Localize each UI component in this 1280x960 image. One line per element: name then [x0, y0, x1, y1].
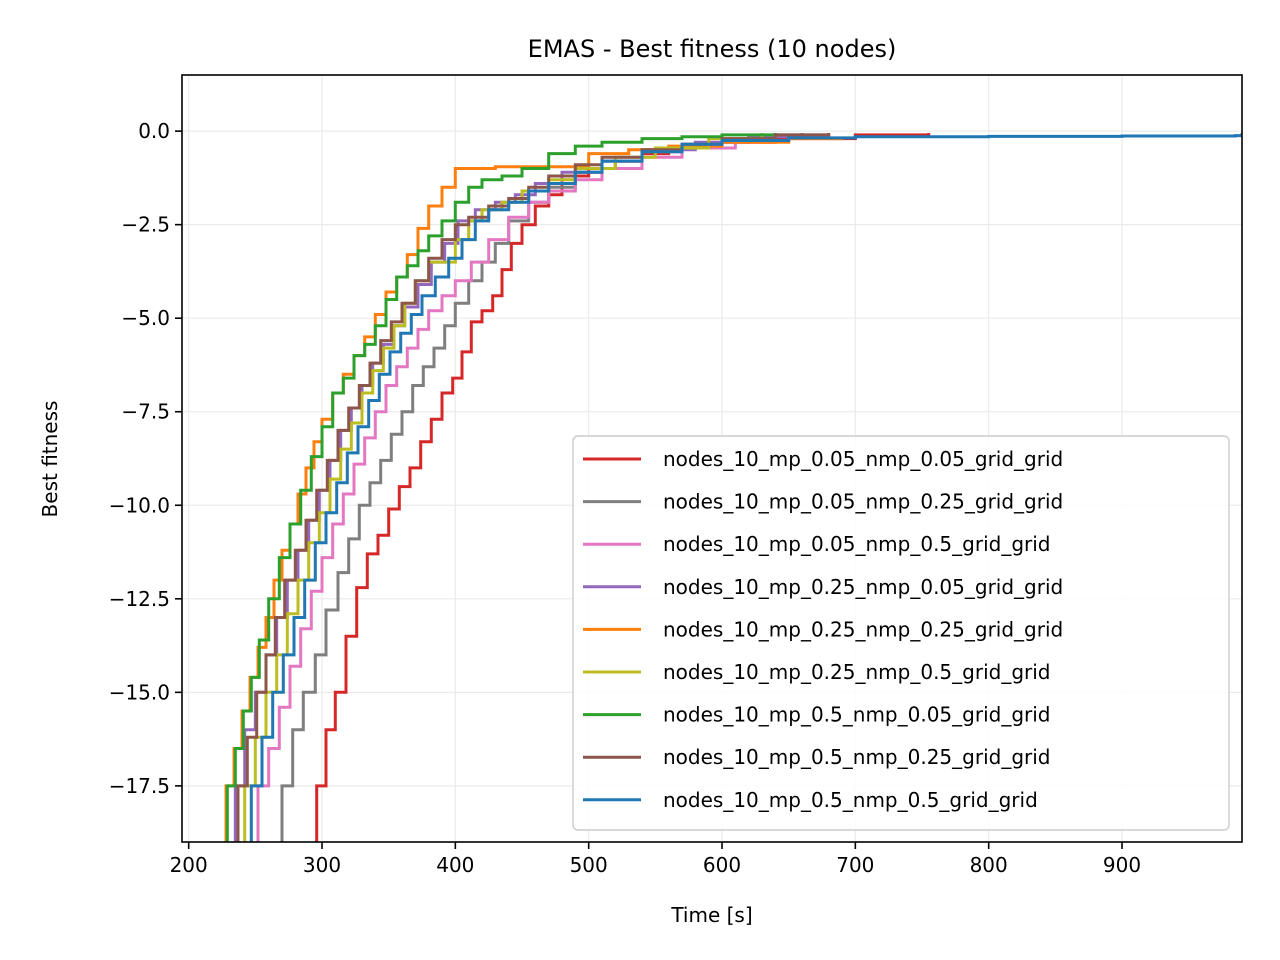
y-tick-label: −12.5	[109, 587, 170, 611]
x-tick-label: 400	[436, 853, 474, 877]
legend-label: nodes_10_mp_0.25_nmp_0.25_grid_grid	[663, 617, 1063, 641]
x-tick-label: 800	[970, 853, 1008, 877]
legend-label: nodes_10_mp_0.5_nmp_0.05_grid_grid	[663, 703, 1051, 727]
legend-item: nodes_10_mp_0.25_nmp_0.5_grid_grid	[583, 660, 1051, 684]
legend-item: nodes_10_mp_0.5_nmp_0.25_grid_grid	[583, 745, 1051, 769]
axes: 200 300 400 500 600 700 800 900 0.0 −2.5 −5.0 −7.5 −…	[109, 74, 1243, 877]
y-tick-label: −7.5	[121, 400, 170, 424]
y-tick-label: −5.0	[121, 306, 170, 330]
legend-item: nodes_10_mp_0.25_nmp_0.25_grid_grid	[583, 617, 1063, 641]
series-line	[249, 133, 1242, 842]
y-tick-label: −15.0	[109, 680, 170, 704]
y-tick-label: −17.5	[109, 774, 170, 798]
legend-item: nodes_10_mp_0.25_nmp_0.05_grid_grid	[583, 575, 1063, 599]
legend-box	[572, 435, 1230, 831]
chart-title: EMAS - Best fitness (10 nodes)	[528, 35, 897, 63]
legend-label: nodes_10_mp_0.05_nmp_0.25_grid_grid	[663, 490, 1063, 514]
x-tick-label: 200	[170, 853, 208, 877]
legend-item: nodes_10_mp_0.5_nmp_0.05_grid_grid	[583, 703, 1051, 727]
x-axis-title: Time [s]	[670, 903, 752, 927]
plot-area	[224, 133, 1242, 842]
legend-item: nodes_10_mp_0.05_nmp_0.5_grid_grid	[583, 532, 1051, 556]
x-tick-label: 700	[836, 853, 874, 877]
legend-label: nodes_10_mp_0.25_nmp_0.05_grid_grid	[663, 575, 1063, 599]
y-tick-label: 0.0	[138, 119, 170, 143]
x-tick-label: 300	[303, 853, 341, 877]
series-line	[243, 133, 764, 842]
x-tick-label: 600	[703, 853, 741, 877]
legend-item: nodes_10_mp_0.05_nmp_0.05_grid_grid	[583, 447, 1063, 471]
legend-label: nodes_10_mp_0.25_nmp_0.5_grid_grid	[663, 660, 1051, 684]
y-tick-label: −2.5	[121, 213, 170, 237]
x-tick-label: 500	[570, 853, 608, 877]
series-line	[225, 133, 777, 842]
x-tick-label: 900	[1103, 853, 1141, 877]
legend: nodes_10_mp_0.05_nmp_0.05_grid_gridnodes…	[572, 435, 1230, 831]
legend-label: nodes_10_mp_0.5_nmp_0.5_grid_grid	[663, 788, 1038, 812]
y-tick-label: −10.0	[109, 493, 170, 517]
y-axis-title: Best fitness	[38, 401, 62, 518]
legend-item: nodes_10_mp_0.5_nmp_0.5_grid_grid	[583, 788, 1038, 812]
legend-label: nodes_10_mp_0.05_nmp_0.05_grid_grid	[663, 447, 1063, 471]
axes-frame	[181, 74, 1243, 843]
legend-label: nodes_10_mp_0.5_nmp_0.25_grid_grid	[663, 745, 1051, 769]
legend-label: nodes_10_mp_0.05_nmp_0.5_grid_grid	[663, 532, 1051, 556]
legend-item: nodes_10_mp_0.05_nmp_0.25_grid_grid	[583, 490, 1063, 514]
